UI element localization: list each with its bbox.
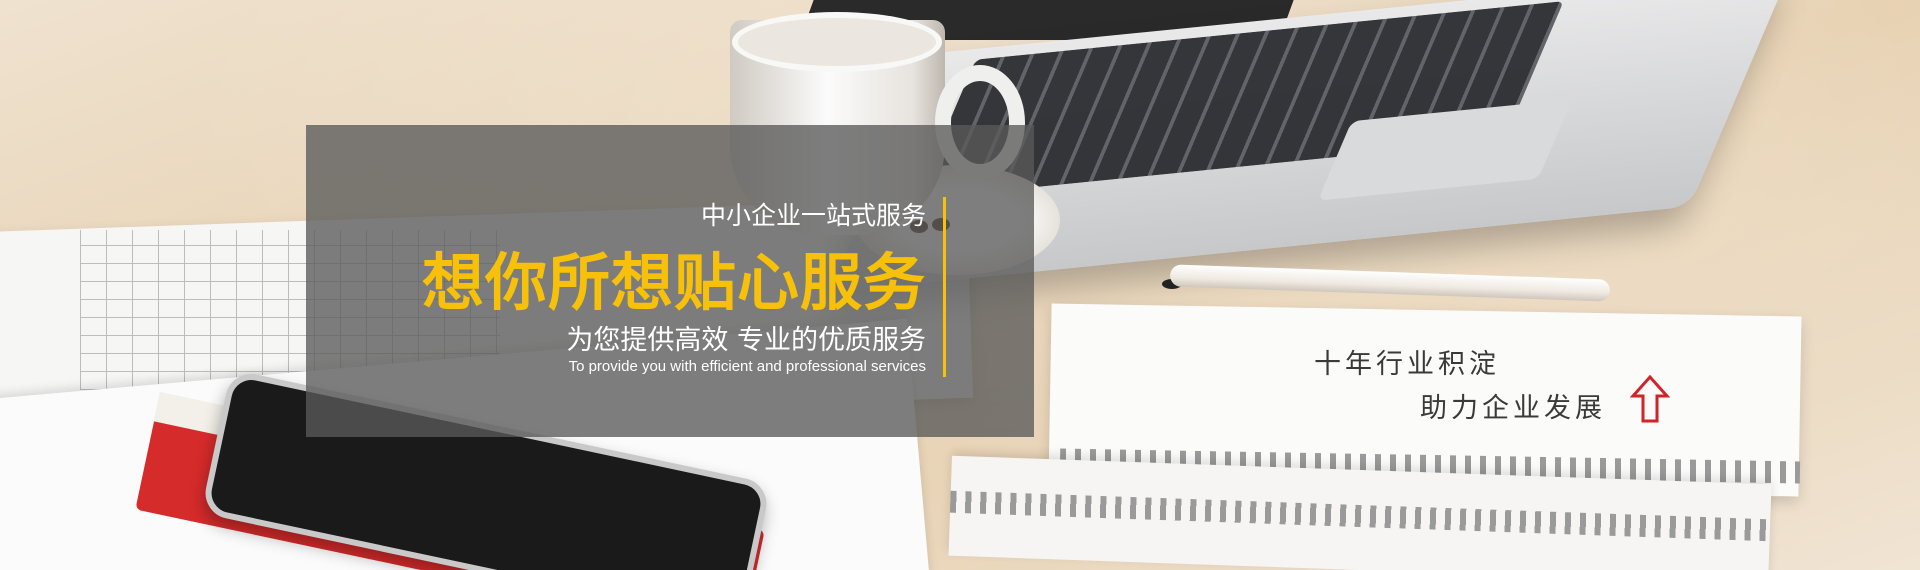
accent-divider: [943, 197, 946, 377]
banner-tagline-en: To provide you with efficient and profes…: [568, 358, 926, 375]
text-overlay-panel: [306, 125, 1034, 437]
arrow-up-icon: [1630, 374, 1670, 423]
banner-subtitle: 中小企业一站式服务: [700, 201, 926, 230]
background-pen-tip: [1162, 279, 1182, 289]
banner-tagline-cn: 为您提供高效 专业的优质服务: [566, 325, 926, 356]
slogan-line-1: 十年行业积淀: [1314, 349, 1500, 380]
background-cup-rim: [732, 12, 942, 72]
banner-headline: 想你所想贴心服务: [421, 246, 926, 319]
slogan-line-2: 助力企业发展: [1420, 393, 1606, 424]
